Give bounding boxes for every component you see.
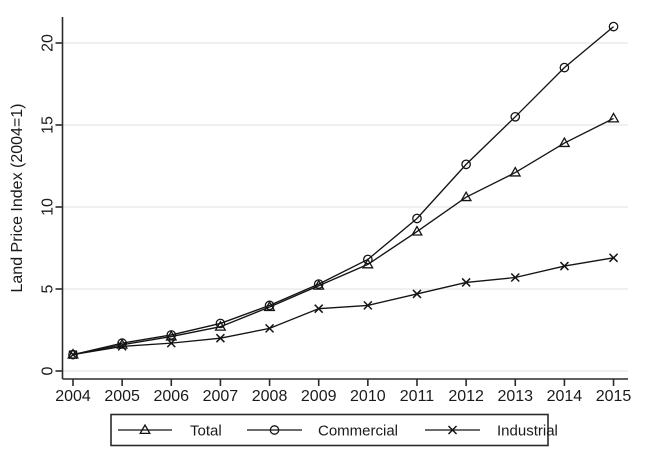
- series-line-total: [72, 117, 614, 356]
- legend-x-icon-2: [447, 425, 458, 435]
- x-tick-label-2010: 2010: [350, 388, 386, 405]
- x-tick-label-2011: 2011: [400, 388, 435, 405]
- x-tick-label-2006: 2006: [153, 388, 189, 405]
- series-line-industrial: [72, 257, 614, 356]
- series-industrial-marker-2014-2: [559, 261, 569, 271]
- series-industrial-marker-2009-2: [314, 304, 324, 314]
- series-industrial-marker-2008-2: [265, 323, 275, 333]
- series-commercial-marker-2015: [608, 21, 619, 32]
- x-tick-label-2005: 2005: [104, 388, 140, 405]
- y-tick-label-20: 20: [40, 34, 57, 52]
- series-industrial-marker-2004-2: [68, 350, 78, 360]
- x-tick-label-2007: 2007: [203, 388, 239, 405]
- series-industrial-marker-2006-2: [166, 338, 176, 348]
- x-tick-label-2015: 2015: [596, 388, 632, 405]
- x-tick-label-2013: 2013: [497, 388, 533, 405]
- legend-triangle-icon: [139, 423, 151, 435]
- series-industrial-marker-2007-2: [215, 333, 225, 343]
- series-commercial-marker-2012: [461, 159, 471, 170]
- series-industrial-marker-2013-2: [510, 272, 520, 283]
- x-tick-label-2012: 2012: [448, 388, 484, 405]
- series-industrial-marker-2010-2: [363, 300, 373, 310]
- series-commercial-marker-2011: [412, 213, 422, 224]
- x-tick-label-2008: 2008: [252, 388, 288, 405]
- series-commercial-marker-2013: [510, 111, 521, 122]
- series-total-marker-2011: [411, 225, 423, 236]
- legend-circle-icon: [269, 425, 280, 435]
- series-commercial-marker-2007: [215, 318, 226, 329]
- series-total-marker-2013: [509, 166, 522, 177]
- series-total-marker-2014: [558, 136, 571, 148]
- legend-label-total: Total: [190, 423, 222, 440]
- series-commercial-marker-2006: [166, 330, 177, 340]
- x-tick-label-2009: 2009: [301, 388, 337, 405]
- series-commercial-marker-2010: [362, 254, 373, 265]
- x-tick-label-2014: 2014: [547, 388, 583, 405]
- series-line-commercial: [72, 26, 614, 356]
- series-industrial-marker-2012-2: [461, 277, 471, 287]
- legend-label-commercial: Commercial: [318, 423, 398, 440]
- series-industrial-marker-2011-2: [412, 289, 422, 299]
- legend-label-industrial: Industrial: [497, 423, 558, 440]
- series-commercial-marker-2004: [68, 349, 78, 360]
- series-industrial-marker-2015-2: [609, 253, 619, 263]
- y-tick-label-10: 10: [40, 198, 57, 216]
- series-commercial-marker-2014: [559, 62, 570, 73]
- series-commercial-marker-2009: [313, 279, 324, 289]
- x-tick-label-2004: 2004: [55, 388, 91, 405]
- y-tick-label-0: 0: [40, 366, 57, 375]
- series-total-marker-2012: [460, 190, 473, 202]
- y-tick-label-5: 5: [40, 284, 57, 293]
- series-commercial-marker-2008: [264, 300, 275, 311]
- y-tick-label-15: 15: [40, 116, 57, 134]
- series-total-marker-2007: [214, 320, 227, 331]
- series-industrial-marker-2005-2: [117, 341, 127, 351]
- series-total-marker-2015: [607, 112, 620, 123]
- y-axis-title: Land Price Index (2004=1): [9, 103, 26, 292]
